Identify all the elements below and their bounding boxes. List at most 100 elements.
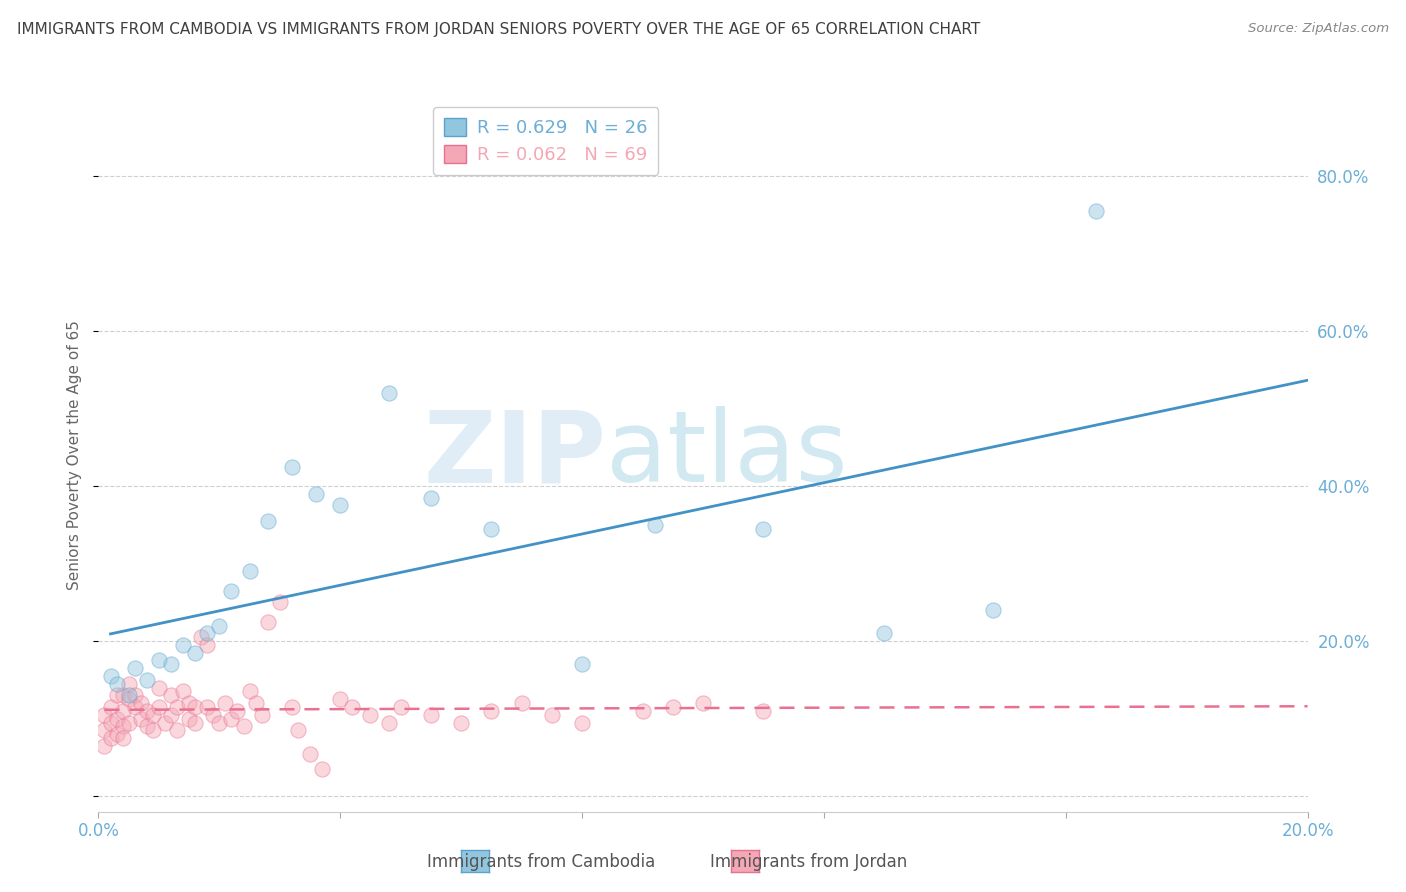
Point <box>214 696 236 710</box>
Point <box>190 630 212 644</box>
Point <box>179 712 201 726</box>
Point <box>221 712 243 726</box>
Point <box>179 696 201 710</box>
Point <box>118 715 141 730</box>
Point <box>142 723 165 738</box>
Point <box>135 719 157 733</box>
Point <box>232 719 254 733</box>
Point <box>160 707 183 722</box>
Point <box>184 646 207 660</box>
Point <box>111 704 134 718</box>
Point <box>160 689 183 703</box>
Point <box>256 514 278 528</box>
Point <box>377 715 399 730</box>
Point <box>311 762 333 776</box>
Point <box>981 603 1004 617</box>
Point <box>195 626 218 640</box>
Point <box>281 459 304 474</box>
Point <box>105 727 128 741</box>
Point <box>118 689 141 703</box>
Point <box>118 692 141 706</box>
Point <box>129 696 152 710</box>
Point <box>342 700 364 714</box>
Y-axis label: Seniors Poverty Over the Age of 65: Seniors Poverty Over the Age of 65 <box>67 320 83 590</box>
Point <box>420 491 443 505</box>
Point <box>239 564 262 578</box>
Point <box>124 689 146 703</box>
Point <box>111 689 134 703</box>
Point <box>184 715 207 730</box>
Point <box>100 731 122 745</box>
Point <box>329 499 352 513</box>
Point <box>166 723 188 738</box>
Point <box>305 486 328 500</box>
Point <box>118 677 141 691</box>
Point <box>250 707 273 722</box>
Text: ZIP: ZIP <box>423 407 606 503</box>
Point <box>269 595 291 609</box>
Point <box>281 700 304 714</box>
Point <box>142 707 165 722</box>
Point <box>172 638 194 652</box>
Point <box>111 731 134 745</box>
Point <box>160 657 183 672</box>
Point <box>111 719 134 733</box>
Point <box>124 700 146 714</box>
Point <box>105 712 128 726</box>
Point <box>481 522 503 536</box>
Text: Immigrants from Cambodia: Immigrants from Cambodia <box>427 853 655 871</box>
Point <box>195 638 218 652</box>
Point <box>124 661 146 675</box>
Point <box>172 684 194 698</box>
Point <box>239 684 262 698</box>
Point <box>148 700 170 714</box>
Point <box>360 707 382 722</box>
Legend: R = 0.629   N = 26, R = 0.062   N = 69: R = 0.629 N = 26, R = 0.062 N = 69 <box>433 107 658 175</box>
Point <box>100 715 122 730</box>
Point <box>153 715 176 730</box>
Point <box>752 522 775 536</box>
Point <box>245 696 267 710</box>
Point <box>256 615 278 629</box>
Text: IMMIGRANTS FROM CAMBODIA VS IMMIGRANTS FROM JORDAN SENIORS POVERTY OVER THE AGE : IMMIGRANTS FROM CAMBODIA VS IMMIGRANTS F… <box>17 22 980 37</box>
Point <box>287 723 309 738</box>
Point <box>93 707 115 722</box>
Point <box>377 385 399 400</box>
Point <box>148 681 170 695</box>
Point <box>571 657 593 672</box>
Point <box>226 704 249 718</box>
Text: atlas: atlas <box>606 407 848 503</box>
Point <box>208 715 231 730</box>
Point <box>481 704 503 718</box>
Point <box>692 696 714 710</box>
Point <box>93 723 115 738</box>
Point <box>208 618 231 632</box>
Point <box>135 673 157 687</box>
Point <box>105 677 128 691</box>
Point <box>93 739 115 753</box>
Point <box>299 747 322 761</box>
Text: Source: ZipAtlas.com: Source: ZipAtlas.com <box>1249 22 1389 36</box>
Point <box>389 700 412 714</box>
Point <box>329 692 352 706</box>
Point <box>631 704 654 718</box>
Point <box>100 669 122 683</box>
Point <box>129 712 152 726</box>
Point <box>420 707 443 722</box>
Point <box>450 715 472 730</box>
Point <box>1085 203 1108 218</box>
Point <box>148 653 170 667</box>
Point <box>873 626 896 640</box>
Point <box>752 704 775 718</box>
Point <box>644 517 666 532</box>
Point <box>100 700 122 714</box>
Point <box>202 707 225 722</box>
Text: Immigrants from Jordan: Immigrants from Jordan <box>710 853 907 871</box>
Point <box>540 707 562 722</box>
Point <box>662 700 685 714</box>
Point <box>135 704 157 718</box>
Point <box>105 689 128 703</box>
Point <box>166 700 188 714</box>
Point <box>571 715 593 730</box>
Point <box>510 696 533 710</box>
